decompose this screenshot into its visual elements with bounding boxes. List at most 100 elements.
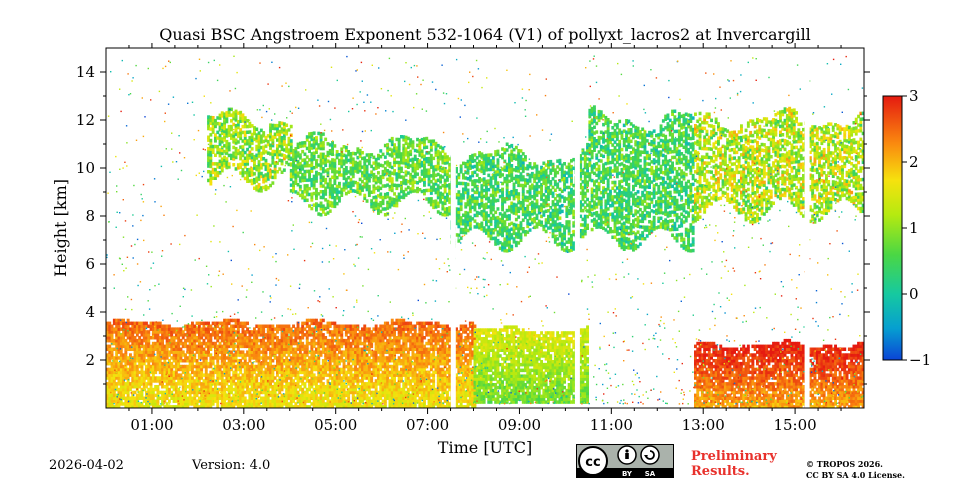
heatmap-cell	[151, 370, 155, 375]
heatmap-cell	[253, 356, 256, 360]
heatmap-cell	[202, 359, 206, 363]
heatmap-cell	[246, 387, 249, 392]
heatmap-cell	[294, 393, 298, 398]
heatmap-cell	[305, 373, 309, 377]
heatmap-cell	[131, 336, 135, 340]
heatmap-cell	[117, 373, 121, 377]
heatmap-cell	[154, 333, 158, 337]
heatmap-cell	[172, 336, 176, 340]
heatmap-cell	[220, 382, 224, 386]
heatmap-cell	[361, 396, 364, 400]
heatmap-cell	[266, 336, 270, 340]
heatmap-cell	[156, 387, 160, 392]
heatmap-cell	[218, 364, 222, 369]
heatmap-cell	[140, 330, 144, 334]
heatmap-cell	[193, 385, 197, 389]
heatmap-cell	[165, 387, 169, 392]
heatmap-cell	[135, 327, 139, 331]
heatmap-cell	[119, 393, 123, 398]
heatmap-cell	[239, 387, 243, 392]
heatmap-cell	[151, 341, 155, 346]
heatmap-cell	[315, 336, 318, 340]
heatmap-cell	[365, 356, 369, 360]
heatmap-cell	[168, 376, 171, 380]
heatmap-cell	[294, 367, 298, 372]
heatmap-cell	[308, 327, 311, 331]
heatmap-cell	[257, 364, 261, 369]
heatmap-cell	[361, 327, 364, 331]
heatmap-cell	[285, 356, 289, 360]
heatmap-cell	[395, 367, 399, 372]
heatmap-cell	[367, 330, 371, 334]
heatmap-cell	[315, 361, 318, 366]
heatmap-cell	[124, 370, 128, 375]
heatmap-cell	[305, 336, 309, 340]
heatmap-cell	[234, 364, 238, 369]
heatmap-cell	[170, 338, 174, 343]
heatmap-cell	[179, 396, 183, 400]
heatmap-cell	[363, 370, 367, 375]
heatmap-cell	[383, 364, 387, 369]
heatmap-cell	[165, 361, 169, 366]
heatmap-cell	[181, 353, 185, 357]
heatmap-cell	[294, 387, 298, 392]
heatmap-cell	[326, 324, 330, 328]
heatmap-cell	[174, 330, 178, 334]
heatmap-cell	[149, 399, 153, 403]
heatmap-cell	[388, 402, 392, 406]
heatmap-cell	[381, 356, 385, 360]
heatmap-cell	[138, 364, 142, 369]
heatmap-cell	[335, 333, 339, 337]
heatmap-cell	[298, 344, 302, 349]
heatmap-cell	[158, 330, 162, 334]
heatmap-cell	[388, 359, 392, 363]
heatmap-cell	[223, 318, 226, 323]
heatmap-cell	[181, 405, 185, 408]
heatmap-cell	[145, 382, 148, 386]
heatmap-cell	[259, 385, 263, 389]
heatmap-cell	[227, 385, 231, 389]
heatmap-cell	[262, 379, 266, 383]
heatmap-cell	[200, 399, 204, 403]
heatmap-cell	[243, 399, 247, 403]
heatmap-cell	[395, 321, 399, 326]
heatmap-cell	[395, 385, 399, 389]
heatmap-cell	[377, 393, 380, 398]
heatmap-cell	[354, 390, 357, 395]
heatmap-cell	[326, 390, 330, 395]
heatmap-cell	[298, 336, 302, 340]
heatmap-cell	[174, 370, 178, 375]
heatmap-cell	[326, 361, 330, 366]
heatmap-cell	[328, 344, 332, 349]
heatmap-cell	[227, 330, 231, 334]
heatmap-cell	[340, 367, 344, 372]
heatmap-cell	[214, 370, 217, 375]
heatmap-cell	[301, 396, 305, 400]
heatmap-cell	[117, 399, 121, 403]
heatmap-cell	[310, 359, 314, 363]
heatmap-cell	[131, 321, 135, 326]
heatmap-cell	[338, 347, 341, 351]
heatmap-cell	[379, 376, 383, 380]
heatmap-cell	[200, 396, 204, 400]
heatmap-cell	[253, 405, 256, 408]
heatmap-cell	[248, 353, 252, 357]
heatmap-cell	[390, 387, 394, 392]
heatmap-cell	[285, 402, 289, 406]
heatmap-cell	[374, 344, 378, 349]
heatmap-cell	[374, 387, 378, 392]
heatmap-cell	[246, 336, 249, 340]
heatmap-cell	[138, 361, 142, 366]
heatmap-cell	[335, 359, 339, 363]
heatmap-cell	[321, 361, 325, 366]
heatmap-cell	[310, 344, 314, 349]
heatmap-cell	[358, 387, 362, 392]
heatmap-cell	[234, 382, 238, 386]
heatmap-cell	[131, 324, 135, 328]
heatmap-cell	[227, 393, 231, 398]
heatmap-cell	[257, 361, 261, 366]
heatmap-cell	[321, 338, 325, 343]
heatmap-cell	[241, 373, 245, 377]
heatmap-cell	[358, 333, 362, 337]
heatmap-cell	[335, 344, 339, 349]
